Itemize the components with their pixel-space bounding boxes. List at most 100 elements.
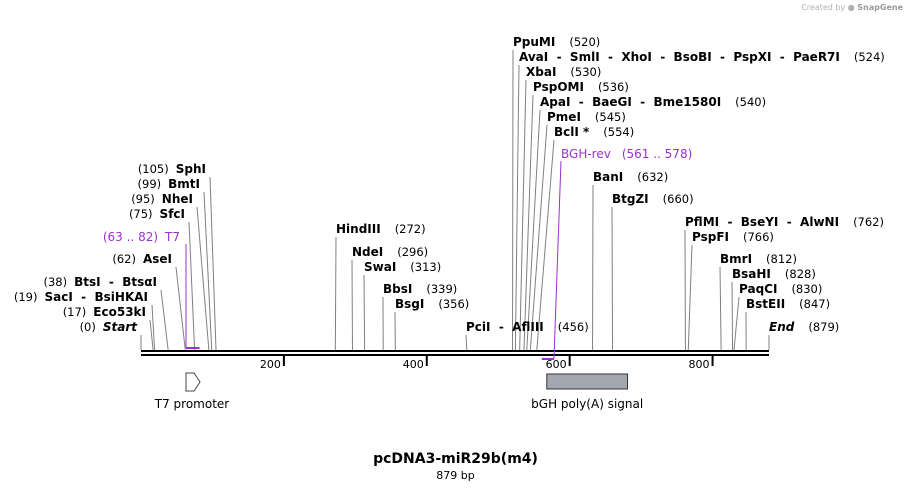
feature-box-bgh-poly-a-signal bbox=[546, 373, 629, 390]
site-line-bmri bbox=[719, 266, 722, 351]
site-name-bcli: BclI * bbox=[554, 125, 590, 139]
site-name-swai: SwaI bbox=[364, 260, 396, 274]
site-name-start: Start bbox=[103, 320, 138, 334]
site-pos-paqci: (830) bbox=[791, 282, 822, 296]
primer-name-t7: T7 bbox=[164, 230, 180, 244]
site-line-swai bbox=[363, 274, 366, 351]
site-name-btsi-bts-i: BtsI - BtsαI bbox=[74, 275, 157, 289]
primer-name-bgh-rev: BGH-rev bbox=[561, 147, 611, 161]
site-name-ppumi: PpuMI bbox=[513, 35, 555, 49]
site-name-bmri: BmrI bbox=[720, 252, 752, 266]
site-pos-eco53ki: (17) bbox=[63, 305, 87, 319]
primers: T7 (63 .. 82) BGH-rev (561 .. 578) bbox=[103, 147, 692, 360]
site-line-pmei bbox=[529, 124, 548, 351]
site-pos-btsi-bts-i: (38) bbox=[43, 275, 67, 289]
tick-label-600: 600 bbox=[546, 358, 567, 371]
site-name-eco53ki: Eco53kI bbox=[93, 305, 146, 319]
site-pos-bmri: (812) bbox=[766, 252, 797, 266]
site-line-bmti bbox=[203, 191, 213, 351]
site-name-end: End bbox=[769, 320, 795, 334]
site-line-apai-baegi-bme1580i bbox=[526, 109, 541, 351]
site-name-pflmi-bseyi-alwni: PflMI - BseYI - AlwNI bbox=[685, 215, 839, 229]
site-pos-pflmi-bseyi-alwni: (762) bbox=[853, 215, 884, 229]
site-pos-ppumi: (520) bbox=[569, 35, 600, 49]
plasmid-name: pcDNA3-miR29b(m4) bbox=[373, 451, 538, 467]
credit-brand: SnapGene bbox=[857, 3, 903, 12]
site-pos-bsteii: (847) bbox=[799, 297, 830, 311]
features: T7 promoter bGH poly(A) signal bbox=[154, 372, 643, 411]
site-labels: PpuMI (520)AvaI - SmlI - XhoI - BsoBI - P… bbox=[14, 35, 885, 334]
site-name-btgzi: BtgZI bbox=[612, 192, 649, 206]
site-name-bsteii: BstEII bbox=[746, 297, 785, 311]
ruler: 200 400 600 800 bbox=[260, 355, 714, 371]
site-pos-hindiii: (272) bbox=[395, 222, 426, 236]
site-line-bsahi bbox=[731, 281, 734, 351]
site-name-hindiii: HindIII bbox=[336, 222, 381, 236]
site-name-bmti: BmtI bbox=[168, 177, 200, 191]
primer-pos-bgh-rev: (561 .. 578) bbox=[622, 147, 692, 161]
site-name-pspomi: PspOMI bbox=[533, 80, 584, 94]
site-name-xbai: XbaI bbox=[526, 65, 556, 79]
site-pos-asei: (62) bbox=[112, 252, 136, 266]
site-pos-start: (0) bbox=[80, 320, 96, 334]
primer-line-bgh-rev bbox=[553, 160, 562, 360]
site-line-saci-bsihkai bbox=[151, 304, 156, 351]
tick-label-200: 200 bbox=[260, 358, 281, 371]
site-line-sfci bbox=[188, 221, 196, 351]
site-pos-bsgi: (356) bbox=[438, 297, 469, 311]
site-line-paqci bbox=[733, 296, 740, 351]
site-pos-pspomi: (536) bbox=[598, 80, 629, 94]
site-line-pspomi bbox=[523, 94, 534, 351]
site-pos-apai-baegi-bme1580i: (540) bbox=[735, 95, 766, 109]
site-lines bbox=[140, 49, 770, 351]
site-pos-bcli: (554) bbox=[603, 125, 634, 139]
site-line-bcli bbox=[536, 139, 555, 351]
site-line-avai-smli-xhoi-bsobi-pspxi-paer7i bbox=[514, 64, 520, 351]
site-pos-xbai: (530) bbox=[570, 65, 601, 79]
site-line-asei bbox=[175, 266, 186, 351]
site-name-sfci: SfcI bbox=[160, 207, 185, 221]
site-name-nhei: NheI bbox=[162, 192, 193, 206]
credit-prefix: Created by bbox=[801, 3, 846, 12]
site-name-pcii-afliii: PciI - AflIII bbox=[466, 320, 544, 334]
site-pos-bmti: (99) bbox=[138, 177, 162, 191]
site-line-eco53ki bbox=[149, 319, 154, 351]
site-line-hindiii bbox=[334, 236, 337, 351]
feature-label-bgh-poly-a-signal: bGH poly(A) signal bbox=[531, 397, 643, 411]
site-line-xbai bbox=[519, 79, 527, 351]
site-pos-bani: (632) bbox=[637, 170, 668, 184]
primer-pos-t7: (63 .. 82) bbox=[103, 230, 158, 244]
site-name-bsahi: BsaHI bbox=[732, 267, 771, 281]
site-name-pspfi: PspFI bbox=[692, 230, 729, 244]
site-pos-bsahi: (828) bbox=[785, 267, 816, 281]
site-pos-end: (879) bbox=[808, 320, 839, 334]
site-line-btsi-bts-i bbox=[160, 289, 169, 351]
site-name-sphi: SphI bbox=[176, 162, 206, 176]
site-name-avai-smli-xhoi-bsobi-pspxi-paer7i: AvaI - SmlI - XhoI - BsoBI - PspXI - Pae… bbox=[519, 50, 840, 64]
site-pos-avai-smli-xhoi-bsobi-pspxi-paer7i: (524) bbox=[854, 50, 885, 64]
site-pos-nhei: (95) bbox=[131, 192, 155, 206]
tick-label-800: 800 bbox=[689, 358, 710, 371]
site-name-bani: BanI bbox=[593, 170, 623, 184]
site-name-paqci: PaqCI bbox=[739, 282, 777, 296]
site-name-bsgi: BsgI bbox=[395, 297, 424, 311]
site-pos-btgzi: (660) bbox=[663, 192, 694, 206]
site-pos-pmei: (545) bbox=[595, 110, 626, 124]
site-name-pmei: PmeI bbox=[547, 110, 581, 124]
feature-label-t7-promoter: T7 promoter bbox=[154, 397, 230, 411]
promoter-arrow-icon bbox=[185, 372, 201, 392]
site-pos-ndei: (296) bbox=[397, 245, 428, 259]
snapgene-credit: Created by ● SnapGene bbox=[801, 3, 903, 12]
site-pos-bbsi: (339) bbox=[426, 282, 457, 296]
site-name-bbsi: BbsI bbox=[383, 282, 412, 296]
site-name-apai-baegi-bme1580i: ApaI - BaeGI - Bme1580I bbox=[540, 95, 721, 109]
sequence-backbone bbox=[141, 350, 769, 356]
site-line-pspfi bbox=[687, 244, 693, 351]
site-pos-sphi: (105) bbox=[138, 162, 169, 176]
site-pos-swai: (313) bbox=[410, 260, 441, 274]
site-pos-pcii-afliii: (456) bbox=[558, 320, 589, 334]
site-name-ndei: NdeI bbox=[352, 245, 383, 259]
site-name-asei: AseI bbox=[143, 252, 172, 266]
site-line-pcii-afliii bbox=[465, 334, 468, 351]
